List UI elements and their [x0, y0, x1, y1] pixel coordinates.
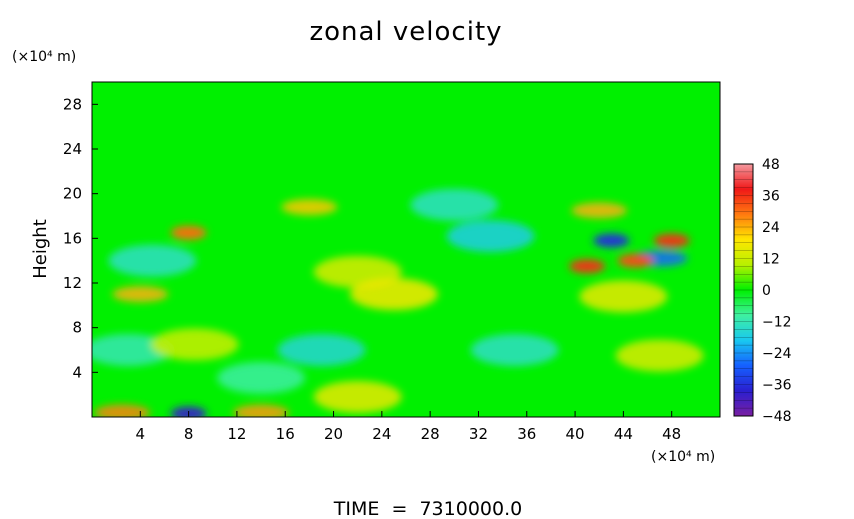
y-tick-label: 4 — [72, 363, 82, 381]
field-feature — [571, 202, 628, 219]
x-tick-label: 20 — [324, 425, 343, 443]
field-feature — [446, 220, 535, 253]
x-tick-label: 40 — [566, 425, 585, 443]
x-tick-label: 44 — [614, 425, 633, 443]
y-tick-label: 8 — [72, 319, 82, 337]
x-tick-label: 24 — [372, 425, 391, 443]
chart-title: zonal velocity — [309, 17, 502, 47]
field-feature — [233, 404, 290, 417]
x-tick-label: 36 — [517, 425, 536, 443]
x-tick-label: 32 — [469, 425, 488, 443]
y-tick-label: 20 — [63, 185, 82, 203]
x-tick-label: 28 — [421, 425, 440, 443]
field-feature — [150, 328, 239, 361]
colorbar-tick-label: −48 — [762, 409, 792, 425]
colorbar-tick-label: −36 — [762, 378, 792, 394]
field-feature — [653, 233, 690, 248]
field-feature — [593, 233, 630, 248]
colorbar-tick-label: 36 — [762, 189, 780, 205]
footer-time: TIME = 7310000.0 — [333, 498, 522, 519]
field-feature — [170, 225, 207, 240]
field-feature — [569, 259, 606, 274]
y-axis: 4 8 12 16 20 24 28 — [63, 95, 98, 381]
y-axis-label: Height — [30, 219, 51, 279]
x-tick-label: 8 — [184, 425, 194, 443]
field-feature — [94, 404, 151, 417]
x-axis-unit: (×10⁴ m) — [651, 449, 715, 465]
plot-area — [92, 82, 720, 417]
field-feature — [579, 280, 668, 313]
colorbar-tick-label: 12 — [762, 252, 780, 268]
y-tick-label: 24 — [63, 140, 82, 158]
x-tick-label: 12 — [227, 425, 246, 443]
field-feature — [277, 334, 366, 366]
x-tick-label: 16 — [276, 425, 295, 443]
field-feature — [615, 339, 704, 372]
y-axis-unit: (×10⁴ m) — [12, 49, 76, 65]
field-features — [92, 188, 704, 417]
field-feature — [108, 244, 197, 277]
field-feature — [410, 188, 499, 221]
x-tick-label: 48 — [662, 425, 681, 443]
colorbar-tick-label: 24 — [762, 220, 780, 236]
plot-frame — [91, 81, 721, 418]
field-feature — [313, 380, 402, 413]
colorbar-tick-label: 48 — [762, 157, 780, 173]
field-feature — [281, 199, 338, 216]
y-tick-label: 28 — [63, 95, 82, 113]
field-feature — [217, 361, 306, 394]
field-feature — [470, 334, 559, 366]
x-axis: 4 8 12 16 20 24 28 32 36 40 44 48 — [136, 411, 681, 443]
field-feature — [112, 286, 169, 303]
field-feature — [349, 278, 438, 311]
colorbar: 48 36 24 12 0 −12 −24 −36 −48 — [733, 157, 792, 425]
y-tick-label: 12 — [63, 274, 82, 292]
field-feature — [617, 253, 654, 268]
field-background — [92, 82, 720, 417]
y-tick-label: 16 — [63, 229, 82, 247]
colorbar-tick-label: 0 — [762, 283, 771, 299]
colorbar-tick-label: −12 — [762, 315, 792, 331]
x-tick-label: 4 — [136, 425, 146, 443]
colorbar-tick-label: −24 — [762, 346, 792, 362]
